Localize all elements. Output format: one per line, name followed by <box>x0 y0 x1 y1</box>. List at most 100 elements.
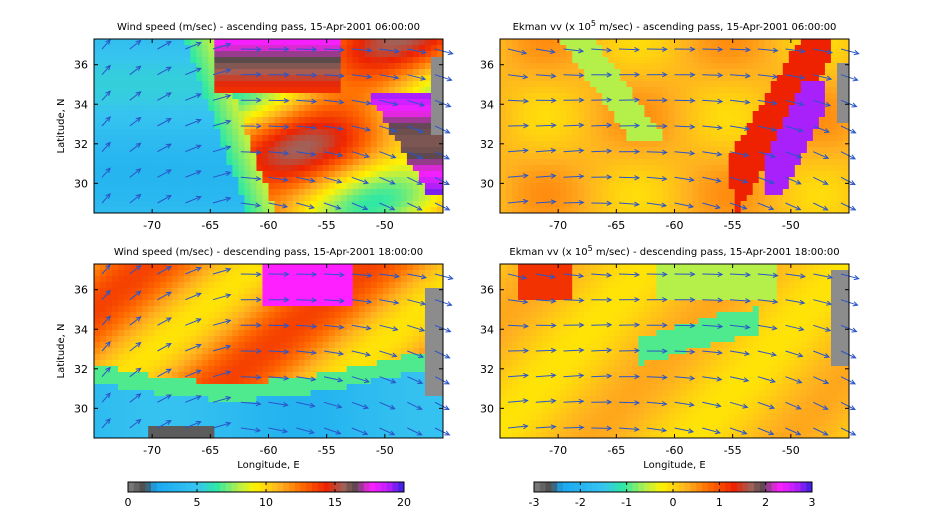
panel-title-part: m/sec) - descending pass, 15-Apr-2001 18… <box>593 247 840 258</box>
colorbar-swatch <box>375 482 381 492</box>
vector-arrow <box>619 402 639 403</box>
vector-arrow <box>619 100 639 101</box>
colorbar-swatch <box>789 482 795 492</box>
y-axis-label: Latitude, N <box>56 324 67 379</box>
colorbar-swatch <box>621 482 627 492</box>
x-tick-label: -70 <box>549 444 567 457</box>
x-axis-label: Longitude, E <box>237 460 299 471</box>
colorbar-swatch <box>145 482 151 492</box>
vector-arrow <box>296 49 316 50</box>
colorbar-tick-label: 1 <box>716 496 723 509</box>
x-tick-label: -70 <box>549 219 567 232</box>
colorbar-swatch <box>534 482 540 492</box>
colorbar-swatch <box>335 482 341 492</box>
vector-arrow <box>296 75 316 76</box>
colorbar-swatch <box>381 482 387 492</box>
colorbar-swatch <box>737 482 743 492</box>
colorbar-swatch <box>575 482 581 492</box>
colorbar-swatch <box>398 482 404 492</box>
colorbar-tick-label: -3 <box>529 496 540 509</box>
colorbar-swatch <box>569 482 575 492</box>
vector-arrow <box>702 274 722 275</box>
colorbar-swatch <box>731 482 737 492</box>
colorbar-swatch <box>540 482 546 492</box>
vector-arrow <box>702 49 722 50</box>
colorbar-swatch <box>393 482 399 492</box>
vector-arrow <box>296 300 316 301</box>
y-tick-label: 36 <box>74 59 88 72</box>
panel-title: Ekman vv (x 105 m/sec) - descending pass… <box>509 244 839 258</box>
y-tick-label: 32 <box>74 138 88 151</box>
panel-title: Wind speed (m/sec) - ascending pass, 15-… <box>117 22 420 33</box>
x-tick-label: -60 <box>666 444 684 457</box>
colorbar-swatch <box>551 482 557 492</box>
colorbar-swatch <box>783 482 789 492</box>
vector-arrow <box>619 126 639 127</box>
x-tick-label: -55 <box>724 444 742 457</box>
colorbar-swatch <box>370 482 376 492</box>
colorbar-swatch <box>586 482 592 492</box>
colorbar-swatch <box>656 482 662 492</box>
y-tick-label: 36 <box>480 284 494 297</box>
colorbar-swatch <box>220 482 226 492</box>
colorbar-swatch <box>748 482 754 492</box>
x-tick-label: -60 <box>260 444 278 457</box>
colorbar-swatch <box>690 482 696 492</box>
x-axis-label: Longitude, E <box>643 460 705 471</box>
colorbar-swatch <box>661 482 667 492</box>
colorbar-swatch <box>609 482 615 492</box>
x-tick-label: -65 <box>201 219 219 232</box>
colorbar-swatch <box>766 482 772 492</box>
colorbar-swatch <box>667 482 673 492</box>
y-tick-label: 30 <box>74 402 88 415</box>
colorbar-swatch <box>140 482 146 492</box>
colorbar-swatch <box>232 482 238 492</box>
colorbar-swatch <box>754 482 760 492</box>
colorbar-swatch <box>604 482 610 492</box>
colorbar-swatch <box>214 482 220 492</box>
colorbar-swatch <box>632 482 638 492</box>
colorbar-tick-label: 5 <box>194 496 201 509</box>
colorbar-tick-label: 20 <box>397 496 411 509</box>
colorbar-swatch <box>719 482 725 492</box>
colorbar-tick-label: -1 <box>621 496 632 509</box>
vector-arrow <box>702 75 722 76</box>
panel-title-part: Ekman vv (x 10 <box>509 247 587 258</box>
colorbar-swatch <box>725 482 731 492</box>
colorbar-swatch <box>580 482 586 492</box>
colorbar-tick-label: -2 <box>575 496 586 509</box>
y-tick-label: 36 <box>480 59 494 72</box>
colorbar-swatch <box>387 482 393 492</box>
panel-title-part: m/sec) - ascending pass, 15-Apr-2001 06:… <box>596 22 837 33</box>
colorbar-swatch <box>341 482 347 492</box>
vector-arrow <box>564 427 584 428</box>
y-tick-label: 30 <box>74 177 88 190</box>
panel-title: Ekman vv (x 105 m/sec) - ascending pass,… <box>513 19 837 33</box>
y-tick-label: 36 <box>74 284 88 297</box>
colorbar-swatch <box>191 482 197 492</box>
y-tick-label: 34 <box>74 323 88 336</box>
colorbar-swatch <box>260 482 266 492</box>
colorbar-swatch <box>324 482 330 492</box>
x-tick-label: -65 <box>607 444 625 457</box>
y-tick-label: 34 <box>480 323 494 336</box>
colorbar-swatch <box>347 482 353 492</box>
colorbar-swatch <box>128 482 134 492</box>
x-tick-label: -55 <box>318 219 336 232</box>
colorbar-swatch <box>702 482 708 492</box>
colorbar-swatch <box>795 482 801 492</box>
colorbar-swatch <box>249 482 255 492</box>
colorbar-swatch <box>800 482 806 492</box>
y-tick-label: 32 <box>480 363 494 376</box>
vector-arrow <box>591 325 611 326</box>
x-tick-label: -65 <box>201 444 219 457</box>
colorbar-swatch <box>163 482 169 492</box>
colorbar-swatch <box>283 482 289 492</box>
colorbar-swatch <box>266 482 272 492</box>
colorbar-swatch <box>318 482 324 492</box>
